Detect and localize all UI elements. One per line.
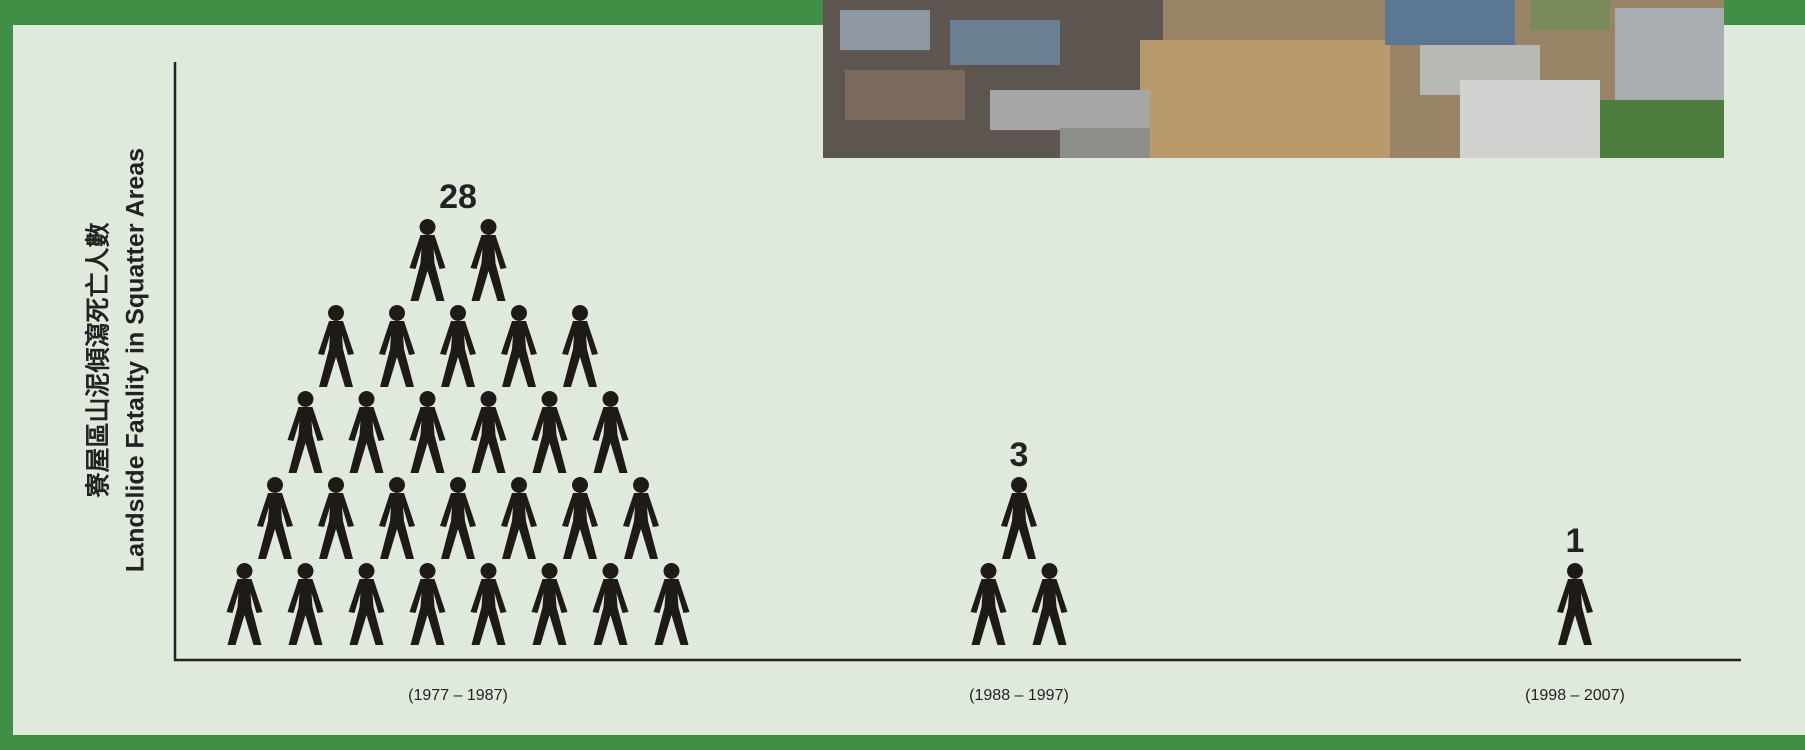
chart: 寮屋區山泥傾瀉死亡人數 Landslide Fatality in Squatt… — [0, 0, 1805, 750]
x-tick-label: (1977 – 1987) — [408, 687, 508, 704]
x-tick-label: (1988 – 1997) — [969, 687, 1069, 704]
y-axis-label: 寮屋區山泥傾瀉死亡人數 — [84, 222, 113, 498]
value-label: 3 — [1010, 436, 1029, 474]
y-axis-label: Landslide Fatality in Squatter Areas — [122, 148, 150, 572]
x-tick-label: (1998 – 2007) — [1525, 687, 1625, 704]
value-label: 1 — [1566, 522, 1585, 560]
value-label: 28 — [439, 178, 477, 216]
photo — [823, 0, 1724, 158]
